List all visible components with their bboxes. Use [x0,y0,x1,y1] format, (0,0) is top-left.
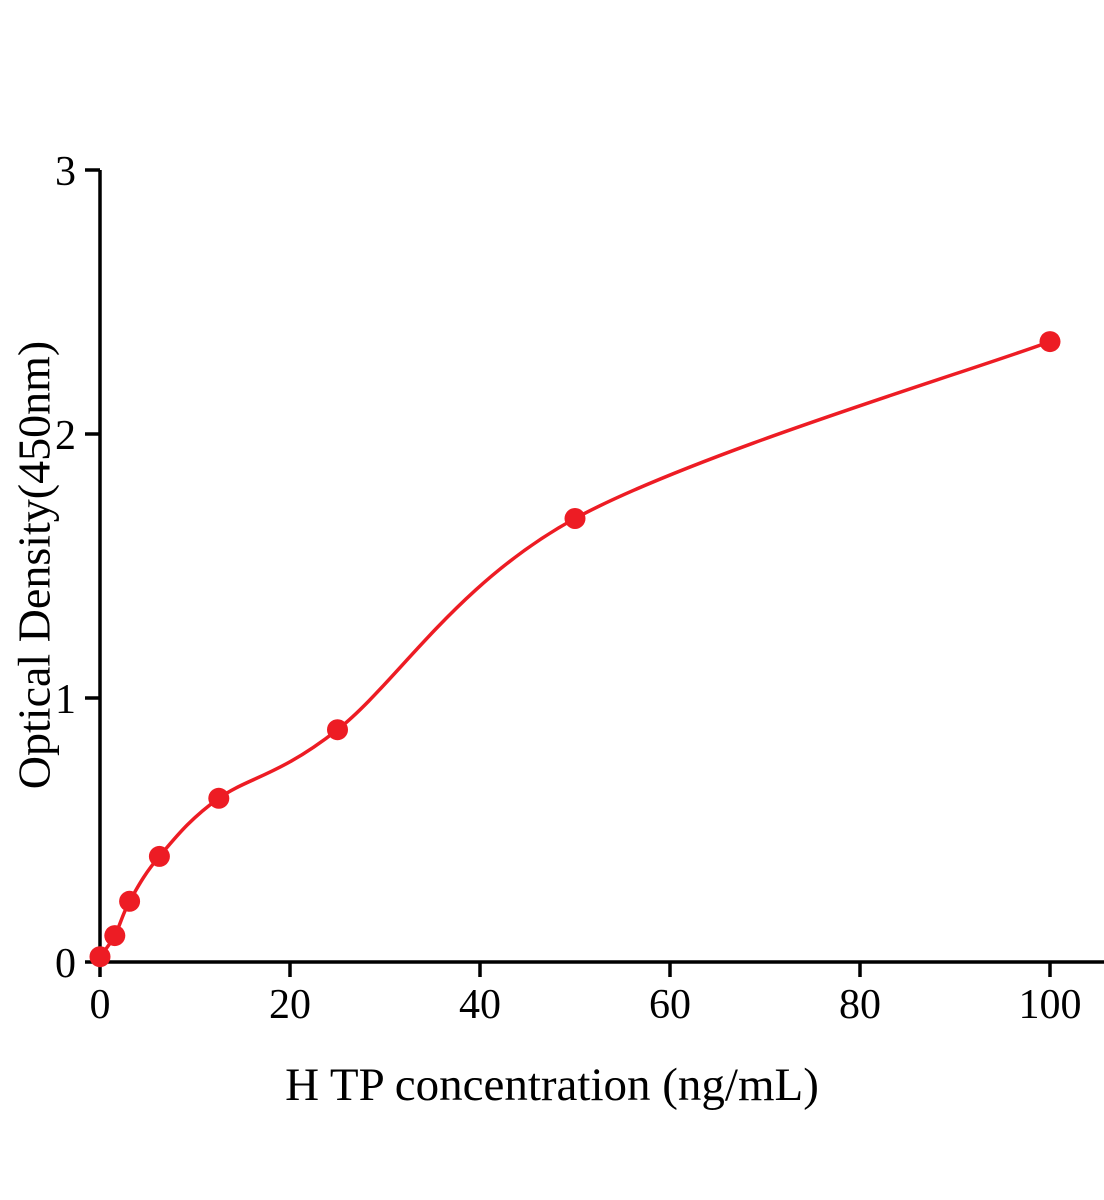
data-point [119,890,141,912]
x-tick-label: 20 [269,982,311,1028]
x-tick-label: 60 [649,982,691,1028]
y-axis-title: Optical Density(450nm) [8,340,60,790]
y-tick-label: 3 [55,149,76,195]
y-tick-label: 0 [55,941,76,987]
x-axis-title: H TP concentration (ng/mL) [285,1059,819,1111]
fitted-curve [98,339,1052,959]
data-point [148,845,170,867]
x-tick-label: 0 [90,982,111,1028]
y-tick-label: 1 [55,677,76,723]
x-tick-label: 40 [459,982,501,1028]
y-tick-label: 2 [55,413,76,459]
data-point [327,719,348,741]
data-point [564,508,586,529]
data-point [89,946,111,968]
x-tick-label: 80 [839,982,881,1028]
data-point [1039,331,1061,353]
data-point [208,787,230,809]
data-point [104,925,126,947]
x-tick-label: 100 [1019,982,1082,1028]
